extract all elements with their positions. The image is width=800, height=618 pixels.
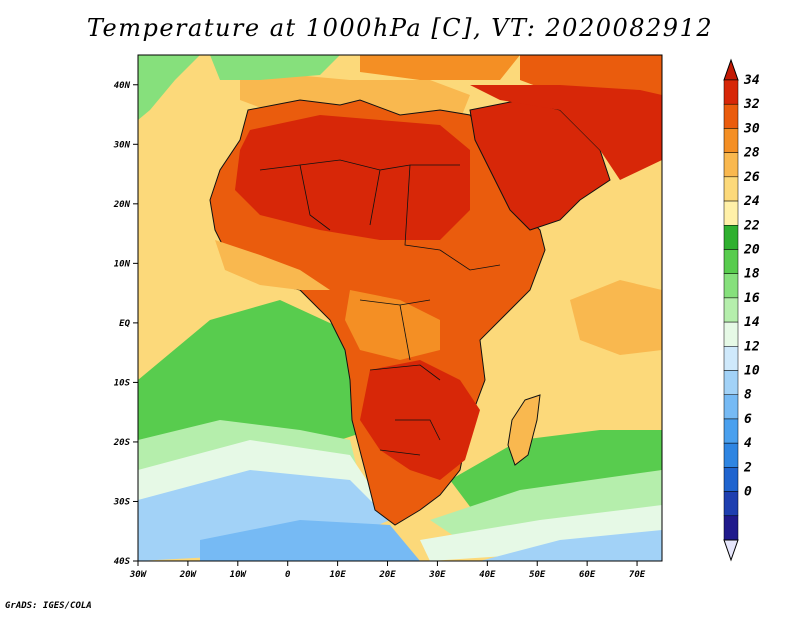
lat-tick-label: 10S [114,378,131,388]
colorbar-label: 34 [743,73,760,88]
europe-east [360,55,520,80]
colorbar-label: 32 [743,97,760,112]
lon-tick-label: 40E [479,570,496,580]
lon-tick-label: 10W [230,570,248,580]
colorbar-label: 22 [743,218,760,233]
middle-east [470,85,662,180]
colorbar-label: 12 [744,339,760,354]
colorbar-label: 10 [744,364,760,379]
colorbar-label: 28 [743,146,760,161]
colorbar-label: 30 [743,121,760,136]
map-axes: 30W 20W 10W 0 10E 20E 30E 40E 50E 60E 70E 40N 30N 20N… [113,81,646,580]
colorbar-swatch [723,249,739,274]
lon-tick-label: 0 [285,570,291,580]
congo-warm [345,290,440,360]
lat-tick-label: 40S [114,557,131,567]
colorbar-label: 20 [743,242,760,257]
lat-tick-label: 20S [113,438,131,448]
lat-tick-label: 10N [114,259,131,269]
colorbar-label: 4 [744,436,752,451]
colorbar-swatch [723,103,739,129]
colorbar-label: 18 [744,267,760,282]
arabian-sea-warm [570,280,662,355]
lat-tick-label: 30S [113,497,131,507]
map-title: Temperature at 1000hPa [C], VT: 20200829… [86,14,714,42]
colorbar-swatch [723,225,739,250]
colorbar-below-triangle [723,539,739,562]
colorbar-label: 2 [743,460,752,475]
colorbar-swatch [723,297,739,323]
colorbar-swatch [723,418,739,444]
map-plot-area [137,54,663,562]
lat-tick-label: 30N [113,140,131,150]
lon-tick-label: 30E [428,570,446,580]
indian-ocean-blue [480,530,662,561]
colorbar-swatch [723,515,739,541]
colorbar-swatch [723,128,739,153]
south-ocean-blue [200,520,420,561]
lat-tick-label: 40N [114,81,131,91]
colorbar-swatch [723,442,739,468]
colorbar-swatch [723,176,739,202]
indian-ocean-pale [420,505,662,561]
grads-credit: GrADS: IGES/COLA [5,601,92,611]
indian-ocean-lightgreen [430,470,662,540]
colorbar-above-triangle [723,58,739,81]
lon-tick-label: 50E [529,570,546,580]
north-atlantic-band [138,55,200,120]
europe-north [210,55,340,80]
colorbar-swatch [723,467,739,492]
lon-tick-label: 30W [129,570,148,580]
colorbar-swatch [723,394,739,420]
colorbar-label: 24 [743,194,760,209]
colorbar-label: 26 [743,170,760,185]
country-borders [259,159,501,456]
colorbar-label: 0 [744,485,752,500]
africa-core-red [235,115,470,240]
west-africa-warm [215,240,330,290]
colorbar-swatch [723,491,739,517]
colorbar-swatch [723,152,739,178]
colorbar-swatch [723,200,739,226]
colorbar-swatch [723,321,739,347]
lat-tick-label: EQ [119,319,130,329]
colorbar-swatch [723,273,739,299]
map-frame [137,54,663,562]
colorbar-label: 6 [744,412,752,427]
colorbar-label: 14 [744,315,760,330]
madagascar [507,394,541,466]
lon-tick-label: 70E [629,570,646,580]
lon-tick-label: 10E [329,570,346,580]
colorbar-swatch [723,79,739,105]
lat-tick-label: 20N [113,200,131,210]
colorbar-swatch [723,346,739,371]
lon-tick-label: 20E [378,570,396,580]
lon-tick-label: 60E [579,570,596,580]
colorbar-label: 8 [744,388,752,403]
colorbar-label: 16 [744,291,760,306]
colorbar-swatch [723,370,739,395]
lon-tick-label: 20W [179,570,198,580]
